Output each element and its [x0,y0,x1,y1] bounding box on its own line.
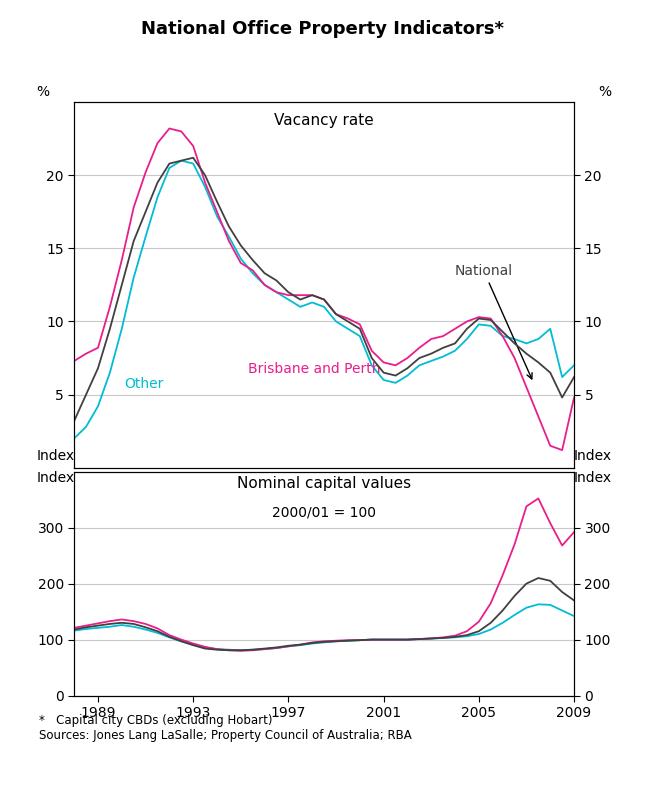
Text: %: % [599,85,611,98]
Text: National: National [455,263,532,379]
Text: National Office Property Indicators*: National Office Property Indicators* [141,20,504,38]
Text: Brisbane and Perth: Brisbane and Perth [248,362,381,376]
Text: Index: Index [573,449,611,463]
Text: Nominal capital values: Nominal capital values [237,476,411,491]
Text: 2000/01 = 100: 2000/01 = 100 [272,505,376,520]
Text: *   Capital city CBDs (excluding Hobart): * Capital city CBDs (excluding Hobart) [39,714,272,727]
Text: Index: Index [573,472,611,485]
Text: Index: Index [37,449,75,463]
Text: Sources: Jones Lang LaSalle; Property Council of Australia; RBA: Sources: Jones Lang LaSalle; Property Co… [39,729,412,743]
Text: Other: Other [124,376,164,391]
Text: Index: Index [37,472,75,485]
Text: Vacancy rate: Vacancy rate [274,113,374,128]
Text: %: % [37,85,50,98]
